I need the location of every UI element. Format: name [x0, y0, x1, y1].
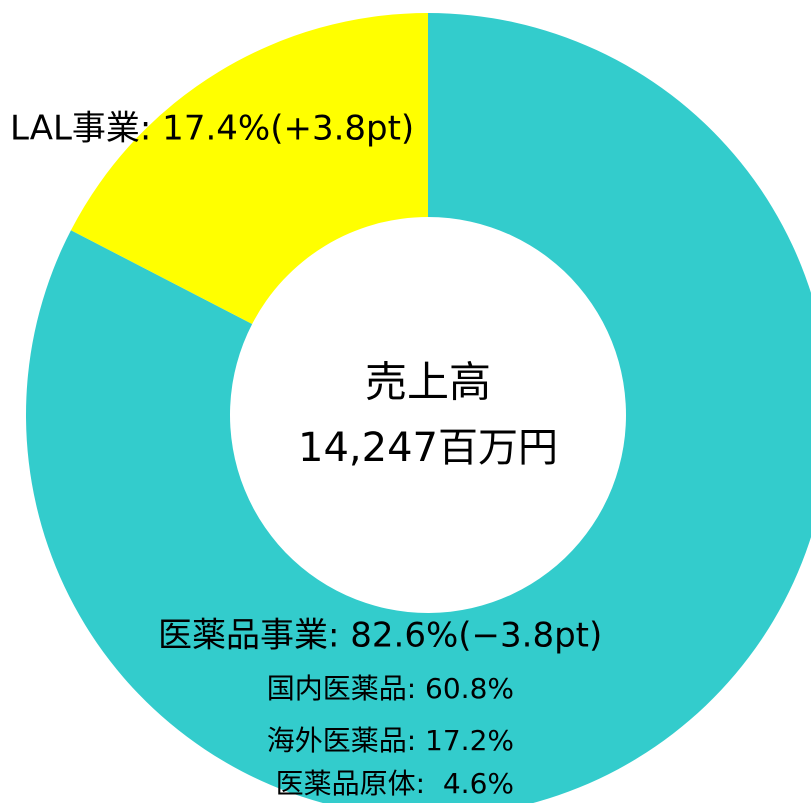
annotation: 国内医薬品: 60.8% [267, 672, 514, 705]
slices [26, 13, 811, 803]
slice [26, 13, 811, 803]
slice-label: LAL事業: 17.4%(+3.8pt) [10, 109, 414, 149]
center-title: 売上高 [365, 358, 491, 407]
slice [70, 13, 428, 325]
annotation: 医薬品原体: 4.6% [276, 767, 514, 800]
center-value: 14,247百万円 [298, 425, 558, 471]
annotation: 海外医薬品: 17.2% [267, 724, 514, 757]
slice-label: 医薬品事業: 82.6%(−3.8pt) [158, 616, 602, 656]
